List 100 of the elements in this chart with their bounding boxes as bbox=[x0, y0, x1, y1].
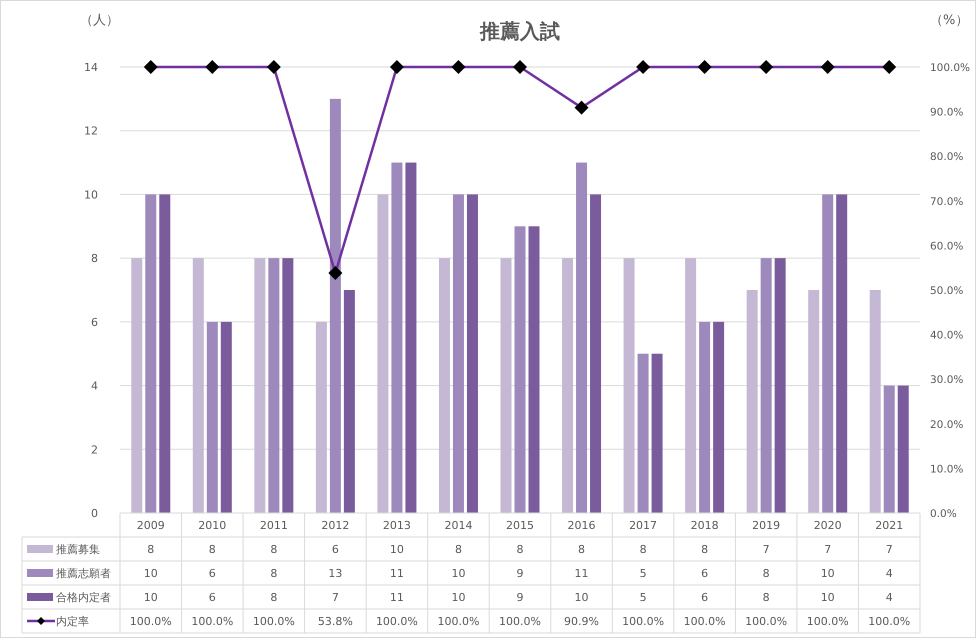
y-tick-label: 10 bbox=[84, 188, 98, 202]
data-label: 4 bbox=[886, 567, 893, 580]
data-label: 11 bbox=[390, 567, 404, 580]
bar bbox=[576, 162, 588, 513]
x-tick-label: 2017 bbox=[629, 519, 658, 532]
data-label: 6 bbox=[208, 567, 216, 580]
data-label: 8 bbox=[640, 543, 647, 556]
bar bbox=[159, 194, 170, 513]
bar bbox=[638, 354, 649, 513]
y2-tick-label: 40.0% bbox=[930, 330, 964, 342]
data-label: 6 bbox=[208, 591, 216, 604]
bar bbox=[746, 290, 758, 513]
bar bbox=[760, 258, 772, 513]
data-label: 8 bbox=[762, 567, 770, 580]
bar bbox=[774, 258, 786, 513]
bar bbox=[808, 290, 820, 513]
y2-tick-label: 50.0% bbox=[930, 285, 964, 297]
bar bbox=[500, 258, 512, 513]
data-label: 13 bbox=[328, 567, 342, 580]
bar bbox=[391, 162, 402, 513]
x-tick-label: 2010 bbox=[198, 519, 226, 532]
y-tick-label: 4 bbox=[91, 380, 98, 393]
data-label: 10 bbox=[574, 591, 589, 604]
x-tick-label: 2013 bbox=[382, 519, 411, 532]
x-tick-label: 2021 bbox=[875, 519, 904, 532]
x-tick-label: 2015 bbox=[506, 519, 534, 532]
y-tick-label: 0 bbox=[91, 507, 98, 520]
bar bbox=[330, 98, 341, 513]
data-label: 10 bbox=[451, 591, 466, 604]
y-tick-label: 14 bbox=[84, 61, 98, 74]
bar bbox=[268, 258, 280, 513]
data-label: 8 bbox=[701, 543, 708, 556]
data-label: 7 bbox=[824, 543, 832, 556]
x-tick-label: 2011 bbox=[260, 519, 288, 532]
data-label: 100.0% bbox=[868, 615, 910, 628]
bar bbox=[316, 322, 327, 513]
bar bbox=[699, 322, 710, 513]
bar bbox=[377, 194, 388, 513]
data-label: 5 bbox=[640, 591, 647, 604]
data-label: 100.0% bbox=[499, 615, 541, 628]
y2-tick-label: 100.0% bbox=[930, 62, 970, 74]
bar bbox=[452, 194, 464, 513]
data-label: 7 bbox=[886, 543, 893, 556]
data-label: 8 bbox=[578, 543, 586, 556]
y2-tick-label: 10.0% bbox=[930, 463, 964, 476]
legend-label: 推薦募集 bbox=[56, 543, 100, 556]
bar bbox=[884, 386, 895, 513]
legend-label: 合格内定者 bbox=[56, 591, 111, 604]
y-tick-label: 8 bbox=[91, 252, 98, 266]
data-label: 100.0% bbox=[684, 615, 726, 628]
legend-label: 推薦志願者 bbox=[56, 567, 111, 580]
x-tick-label: 2020 bbox=[814, 519, 842, 532]
data-label: 10 bbox=[144, 591, 158, 604]
data-label: 8 bbox=[147, 543, 154, 556]
y2-tick-label: 90.0% bbox=[930, 106, 964, 119]
data-label: 8 bbox=[270, 567, 278, 580]
bar bbox=[685, 258, 696, 513]
data-label: 11 bbox=[390, 591, 404, 604]
data-label: 8 bbox=[270, 591, 278, 604]
data-label: 8 bbox=[208, 543, 216, 556]
data-label: 10 bbox=[820, 591, 835, 604]
x-tick-label: 2014 bbox=[444, 519, 472, 532]
data-label: 11 bbox=[574, 567, 589, 580]
data-label: 6 bbox=[332, 543, 339, 556]
bar bbox=[652, 354, 663, 513]
bar bbox=[344, 290, 355, 513]
x-tick-label: 2009 bbox=[136, 519, 165, 532]
data-label: 7 bbox=[762, 543, 770, 556]
bar bbox=[713, 322, 724, 513]
data-label: 10 bbox=[390, 543, 404, 556]
bar bbox=[836, 194, 848, 513]
data-label: 6 bbox=[701, 591, 708, 604]
bar bbox=[282, 258, 294, 513]
data-label: 9 bbox=[516, 591, 524, 604]
data-label: 4 bbox=[886, 591, 893, 604]
bar bbox=[898, 386, 909, 513]
data-label: 8 bbox=[762, 591, 770, 604]
x-tick-label: 2012 bbox=[321, 519, 350, 532]
y-axis-title: （人） bbox=[80, 13, 119, 28]
data-label: 10 bbox=[144, 567, 158, 580]
bar bbox=[254, 258, 266, 513]
data-label: 100.0% bbox=[437, 615, 480, 628]
bar bbox=[438, 258, 450, 513]
y-tick-label: 12 bbox=[84, 124, 98, 138]
data-label: 100.0% bbox=[191, 615, 234, 628]
y2-tick-label: 70.0% bbox=[930, 196, 964, 208]
y-tick-label: 6 bbox=[91, 316, 98, 329]
data-label: 9 bbox=[516, 567, 524, 580]
y-tick-label: 2 bbox=[91, 443, 98, 456]
data-label: 7 bbox=[332, 591, 339, 604]
bar bbox=[528, 226, 540, 513]
y2-tick-label: 20.0% bbox=[930, 418, 964, 431]
bar bbox=[514, 226, 526, 513]
legend-label: 内定率 bbox=[56, 615, 89, 628]
data-label: 100.0% bbox=[806, 615, 849, 628]
bar bbox=[145, 194, 156, 513]
bar bbox=[220, 322, 232, 513]
data-label: 5 bbox=[640, 567, 647, 580]
data-label: 8 bbox=[516, 543, 524, 556]
bar bbox=[624, 258, 635, 513]
